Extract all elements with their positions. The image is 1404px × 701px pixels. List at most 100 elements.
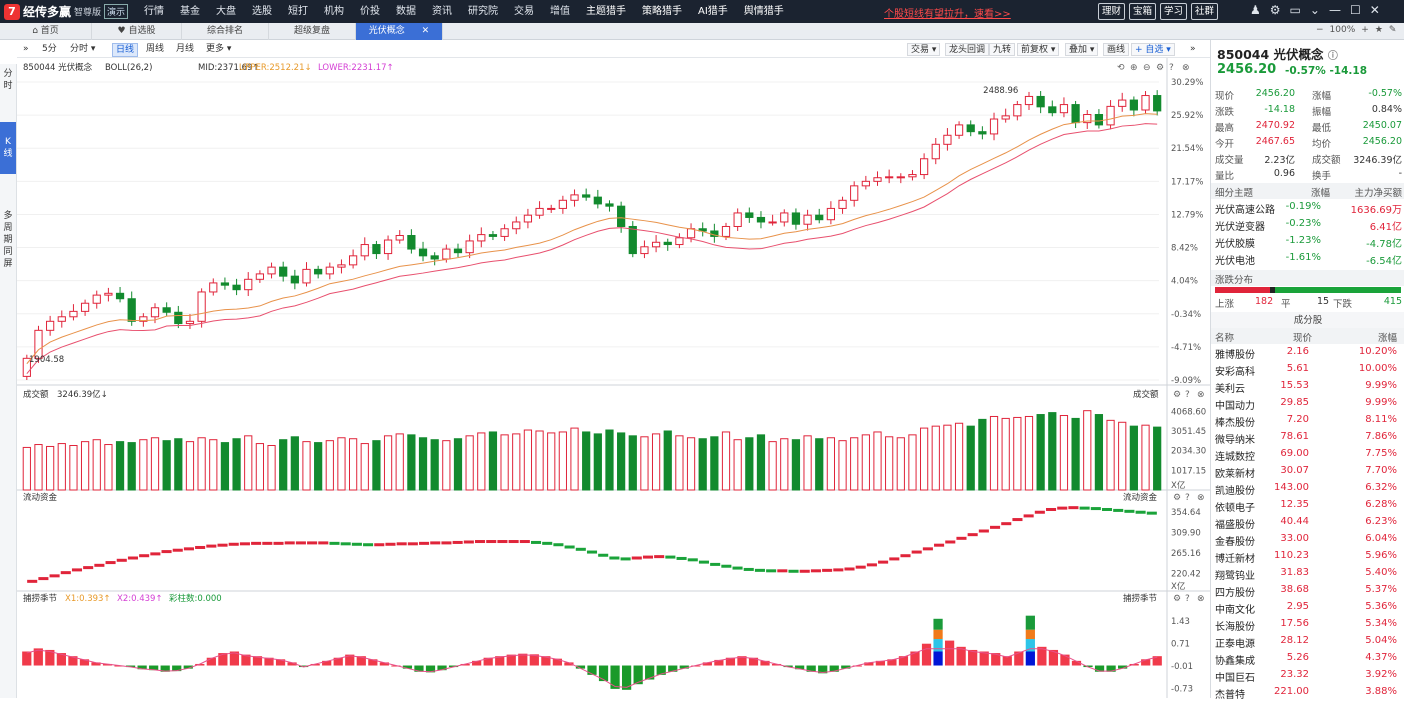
maximize-icon[interactable]: ☐ bbox=[1349, 3, 1361, 17]
constituent-row[interactable]: 博迁新材 110.23 5.96% bbox=[1211, 548, 1404, 565]
tool-nine[interactable]: 九转 bbox=[989, 43, 1016, 56]
collapse-chevron[interactable]: » bbox=[23, 44, 29, 54]
chart-area[interactable]: 850044 光伏概念 BOLL(26,2) MID:2371.69↑UPPER:2… bbox=[17, 58, 1210, 698]
promo-link[interactable]: 个股短线有望拉升，速看>> bbox=[884, 9, 1011, 20]
close-icon[interactable]: ⊗ bbox=[1197, 594, 1205, 604]
help-icon[interactable]: ? bbox=[1185, 493, 1190, 503]
plus-icon[interactable]: + bbox=[1361, 25, 1369, 35]
menu-item[interactable]: 大盘 bbox=[216, 6, 236, 17]
gear-icon[interactable]: ⚙ bbox=[1173, 390, 1181, 400]
constituent-row[interactable]: 连城数控 69.00 7.75% bbox=[1211, 446, 1404, 463]
close-icon[interactable]: ⊗ bbox=[1197, 493, 1205, 503]
minimize-icon[interactable]: — bbox=[1328, 3, 1341, 17]
constituent-row[interactable]: 欧莱新材 30.07 7.70% bbox=[1211, 463, 1404, 480]
close-icon[interactable]: ✕ bbox=[421, 26, 430, 36]
tab-review[interactable]: 超级复盘 bbox=[269, 23, 356, 40]
gear-icon[interactable]: ⚙ bbox=[1173, 594, 1181, 604]
constituent-row[interactable]: 凯迪股份 143.00 6.32% bbox=[1211, 480, 1404, 497]
constituent-row[interactable]: 福盛股份 40.44 6.23% bbox=[1211, 514, 1404, 531]
help-icon[interactable]: ? bbox=[1185, 594, 1190, 604]
chart-tool-icon[interactable]: ⊖ bbox=[1143, 63, 1151, 73]
menu-item[interactable]: 主题猎手 bbox=[586, 6, 626, 17]
window-icon[interactable]: ▭ bbox=[1289, 3, 1301, 17]
right-button[interactable]: 学习 bbox=[1160, 3, 1188, 20]
right-button[interactable]: 社群 bbox=[1191, 3, 1219, 20]
tab-watchlist[interactable]: ♥ 自选股 bbox=[92, 23, 182, 40]
menu-item[interactable]: 基金 bbox=[180, 6, 200, 17]
period-monthly[interactable]: 月线 bbox=[176, 44, 195, 54]
menu-item[interactable]: 行情 bbox=[144, 6, 164, 17]
period-5min[interactable]: 5分 bbox=[42, 44, 57, 54]
constituent-row[interactable]: 棒杰股份 7.20 8.11% bbox=[1211, 412, 1404, 429]
gear-icon[interactable]: ⚙ bbox=[1173, 493, 1181, 503]
period-more[interactable]: 更多 ▾ bbox=[206, 44, 232, 54]
expand-chevron[interactable]: » bbox=[1190, 44, 1196, 54]
sub-theme-row[interactable]: 光伏高速公路 -0.19% 1636.69万 bbox=[1211, 199, 1404, 216]
menu-item[interactable]: 短打 bbox=[288, 6, 308, 17]
constituent-row[interactable]: 杰普特 221.00 3.88% bbox=[1211, 684, 1404, 701]
menu-item[interactable]: 价投 bbox=[360, 6, 380, 17]
constituent-row[interactable]: 微导纳米 78.61 7.86% bbox=[1211, 429, 1404, 446]
star-icon[interactable]: ★ bbox=[1374, 25, 1383, 35]
tab-home[interactable]: ⌂ 首页 bbox=[0, 23, 92, 40]
close-icon[interactable]: ⊗ bbox=[1197, 390, 1205, 400]
user-icon[interactable]: ♟ bbox=[1250, 3, 1261, 17]
pen-icon[interactable]: ✎ bbox=[1388, 25, 1397, 35]
flow-chart[interactable]: 流动资金 流动资金 ⚙? ⊗ 354.64 309.90 265.16 220.42 X亿 bbox=[17, 490, 1210, 592]
constituent-row[interactable]: 安彩高科 5.61 10.00% bbox=[1211, 361, 1404, 378]
tool-leader[interactable]: 龙头回调 bbox=[945, 43, 990, 56]
chevron-down-icon[interactable]: ⌄ bbox=[1309, 3, 1320, 17]
volume-chart[interactable]: 成交额 3246.39亿↓ 成交额 ⚙? ⊗ 4068.60 3051.45 2034.30 1… bbox=[17, 385, 1210, 491]
chart-tool-icon[interactable]: ⚙ bbox=[1156, 63, 1164, 73]
constituent-row[interactable]: 美利云 15.53 9.99% bbox=[1211, 378, 1404, 395]
menu-item[interactable]: 增值 bbox=[550, 6, 570, 17]
menu-item[interactable]: 策略猎手 bbox=[642, 6, 682, 17]
menu-item[interactable]: 数据 bbox=[396, 6, 416, 17]
menu-item[interactable]: 舆情猎手 bbox=[743, 6, 784, 17]
chart-tool-icon[interactable]: ⊗ bbox=[1182, 63, 1190, 73]
constituent-row[interactable]: 协鑫集成 5.26 4.37% bbox=[1211, 650, 1404, 667]
minus-icon[interactable]: − bbox=[1316, 25, 1324, 35]
constituent-row[interactable]: 长海股份 17.56 5.34% bbox=[1211, 616, 1404, 633]
help-icon[interactable]: ? bbox=[1185, 390, 1190, 400]
tool-adjust[interactable]: 前复权 ▾ bbox=[1017, 43, 1060, 56]
menu-item[interactable]: 资讯 bbox=[432, 6, 452, 17]
constituent-row[interactable]: 翔鹭钨业 31.83 5.40% bbox=[1211, 565, 1404, 582]
close-icon[interactable]: ✕ bbox=[1369, 3, 1380, 17]
period-daily[interactable]: 日线 bbox=[112, 43, 139, 57]
right-button[interactable]: 宝箱 bbox=[1129, 3, 1157, 20]
tool-add-watch[interactable]: + 自选 ▾ bbox=[1131, 43, 1175, 56]
constituent-row[interactable]: 四方股份 38.68 5.37% bbox=[1211, 582, 1404, 599]
right-button[interactable]: 理财 bbox=[1098, 3, 1126, 20]
chart-tool-icon[interactable]: ? bbox=[1169, 63, 1174, 73]
constituent-row[interactable]: 金春股份 33.00 6.04% bbox=[1211, 531, 1404, 548]
sub-theme-row[interactable]: 光伏逆变器 -0.23% 6.41亿 bbox=[1211, 216, 1404, 233]
tab-ranking[interactable]: 综合排名 bbox=[182, 23, 269, 40]
menu-item[interactable]: 交易 bbox=[514, 6, 534, 17]
constituent-row[interactable]: 中国巨石 23.32 3.92% bbox=[1211, 667, 1404, 684]
tab-pv-concept[interactable]: 光伏概念 ✕ bbox=[356, 23, 443, 40]
period-weekly[interactable]: 周线 bbox=[146, 44, 165, 54]
sub-theme-row[interactable]: 光伏电池 -1.61% -6.54亿 bbox=[1211, 250, 1404, 267]
menu-item[interactable]: 研究院 bbox=[468, 6, 498, 17]
constituent-row[interactable]: 正泰电源 28.12 5.04% bbox=[1211, 633, 1404, 650]
side-fenshi[interactable]: 分时 bbox=[3, 69, 13, 91]
demo-badge[interactable]: 演示 bbox=[104, 4, 129, 19]
chart-tool-icon[interactable]: ⊕ bbox=[1130, 63, 1138, 73]
chart-tool-icon[interactable]: ⟲ bbox=[1117, 63, 1125, 73]
constituent-row[interactable]: 依顿电子 12.35 6.28% bbox=[1211, 497, 1404, 514]
constituent-row[interactable]: 中南文化 2.95 5.36% bbox=[1211, 599, 1404, 616]
period-intraday[interactable]: 分时 ▾ bbox=[70, 44, 96, 54]
tool-overlay[interactable]: 叠加 ▾ bbox=[1065, 43, 1099, 56]
tool-trade[interactable]: 交易 ▾ bbox=[907, 43, 941, 56]
gear-icon[interactable]: ⚙ bbox=[1269, 3, 1281, 17]
tool-draw[interactable]: 画线 bbox=[1103, 43, 1130, 56]
sub-theme-row[interactable]: 光伏胶膜 -1.23% -4.78亿 bbox=[1211, 233, 1404, 250]
menu-item[interactable]: 选股 bbox=[252, 6, 272, 17]
more-icon[interactable]: ⋮ bbox=[1402, 25, 1404, 35]
info-icon[interactable]: ⓘ bbox=[1327, 51, 1338, 62]
season-chart[interactable]: 捕捞季节 X1:0.393↑ X2:0.439↑ 彩柱数:0.000 捕捞季节 ⚙? ⊗ 1.… bbox=[22, 591, 1205, 698]
menu-item[interactable]: AI猎手 bbox=[698, 6, 728, 17]
kline-chart[interactable]: 850044 光伏概念 BOLL(26,2) MID:2371.69↑UPPER:2… bbox=[17, 58, 1210, 386]
